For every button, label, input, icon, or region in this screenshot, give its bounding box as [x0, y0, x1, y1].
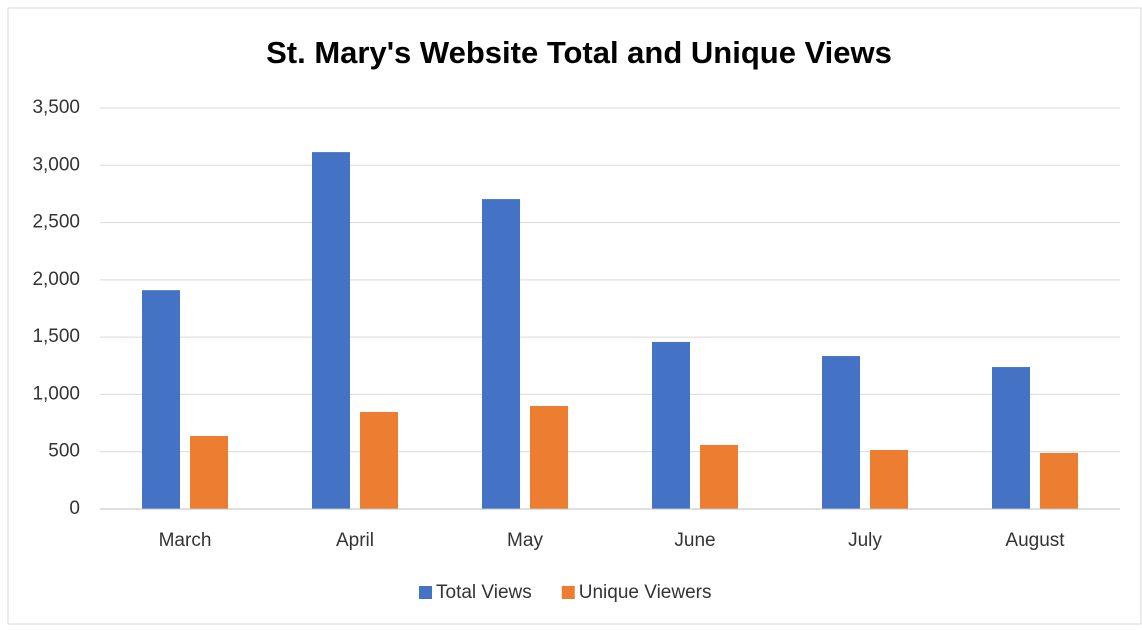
- x-tick-label: June: [674, 530, 715, 551]
- chart-title: St. Mary's Website Total and Unique View…: [266, 35, 892, 70]
- y-tick-label: 500: [48, 441, 80, 462]
- bar: [652, 341, 690, 509]
- y-tick-label: 3,500: [32, 97, 80, 118]
- y-tick-label: 0: [69, 498, 80, 519]
- bar: [142, 290, 180, 509]
- bar: [992, 367, 1030, 509]
- x-tick-label: April: [336, 530, 374, 551]
- legend-label: Total Views: [436, 582, 532, 603]
- bar: [190, 436, 228, 509]
- y-tick-label: 2,000: [32, 269, 80, 290]
- bar: [312, 152, 350, 510]
- x-tick-label: May: [507, 530, 543, 551]
- y-tick-label: 1,000: [32, 383, 80, 404]
- bar: [700, 444, 738, 509]
- x-tick-label: March: [159, 530, 212, 551]
- legend-label: Unique Viewers: [579, 582, 712, 603]
- bar: [530, 406, 568, 509]
- chart-frame: [7, 7, 1142, 625]
- bar: [360, 411, 398, 509]
- legend-swatch: [419, 586, 432, 599]
- y-tick-label: 3,000: [32, 154, 80, 175]
- x-tick-label: August: [1005, 530, 1065, 551]
- legend-swatch: [561, 586, 575, 599]
- bar: [870, 449, 908, 509]
- y-tick-label: 2,500: [32, 212, 80, 233]
- bar: [822, 356, 860, 509]
- x-tick-label: July: [848, 530, 882, 551]
- y-tick-label: 1,500: [32, 326, 80, 347]
- bar: [482, 199, 520, 509]
- bar: [1040, 452, 1078, 509]
